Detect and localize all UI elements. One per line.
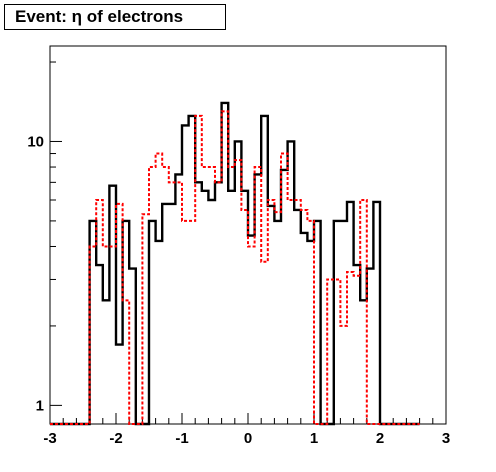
series-layer xyxy=(50,101,420,426)
series-2-line xyxy=(50,110,420,425)
x-tick-label: 2 xyxy=(376,430,384,447)
x-tick-label: -3 xyxy=(43,430,56,447)
x-tick-label: -1 xyxy=(175,430,188,447)
x-tick-label: 0 xyxy=(244,430,252,447)
series-1-line xyxy=(50,101,420,426)
x-tick-label: 3 xyxy=(442,430,450,447)
y-tick-label: 1 xyxy=(36,397,44,414)
tick-labels: -3 -2 -1 0 1 2 3 1 10 xyxy=(27,133,450,447)
x-tick-label: -2 xyxy=(109,430,122,447)
x-tick-label: 1 xyxy=(310,430,318,447)
y-tick-label: 10 xyxy=(27,133,44,150)
chart-title: Event: η of electrons xyxy=(4,4,226,30)
